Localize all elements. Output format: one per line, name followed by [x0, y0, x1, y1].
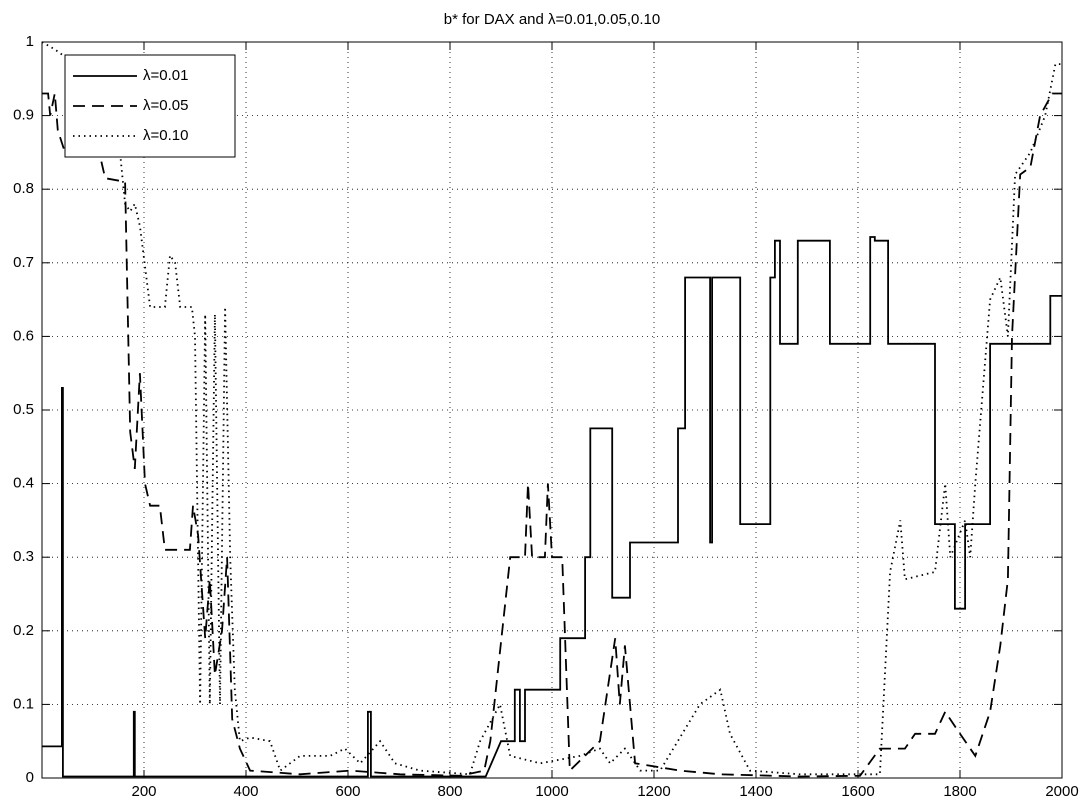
legend-label: λ=0.05: [143, 97, 188, 114]
plot-frame: [41, 41, 1063, 779]
x-tick-label: 1400: [739, 783, 772, 800]
legend-label: λ=0.01: [143, 67, 188, 84]
x-tick-label: 1000: [535, 783, 568, 800]
chart-title: b* for DAX and λ=0.01,0.05,0.10: [444, 11, 660, 28]
y-tick-label: 0: [26, 769, 34, 786]
x-tick-label: 400: [233, 783, 258, 800]
legend-label: λ=0.10: [143, 127, 188, 144]
x-tick-label: 200: [131, 783, 156, 800]
x-tick-label: 1200: [637, 783, 670, 800]
x-tick-label: 1800: [943, 783, 976, 800]
series-line: [41, 41, 1062, 776]
y-tick-label: 0.9: [13, 107, 34, 124]
y-tick-label: 0.7: [13, 254, 34, 271]
y-tick-label: 0.3: [13, 548, 34, 565]
y-tick-label: 1: [26, 33, 34, 50]
x-tick-label: 1600: [841, 783, 874, 800]
y-tick-label: 0.6: [13, 327, 34, 344]
series-line: [42, 92, 1062, 778]
y-tick-label: 0.5: [13, 401, 34, 418]
y-tick-label: 0.1: [13, 695, 34, 712]
y-tick-label: 0.4: [13, 475, 34, 492]
x-tick-label: 2000: [1045, 783, 1078, 800]
x-tick-label: 600: [335, 783, 360, 800]
y-tick-label: 0.8: [13, 180, 34, 197]
x-tick-label: 800: [437, 783, 462, 800]
series-line: [42, 236, 1062, 778]
y-tick-label: 0.2: [13, 622, 34, 639]
